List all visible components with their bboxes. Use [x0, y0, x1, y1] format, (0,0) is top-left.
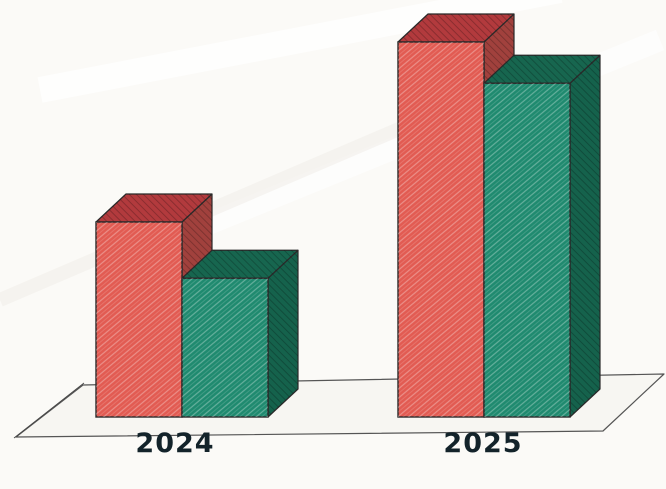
category-label-2024: 2024 — [135, 428, 215, 459]
bar-top-hatch — [398, 14, 514, 42]
bar-top-hatch — [182, 250, 298, 279]
bar-front-hatch — [484, 83, 570, 417]
bars-group — [95, 13, 601, 418]
bar-front-hatch — [96, 222, 182, 417]
bar-front-hatch — [398, 42, 484, 417]
bar-side-hatch — [268, 250, 298, 417]
bar-front-hatch — [182, 278, 268, 417]
bar-2025-series-2 — [483, 54, 601, 418]
bar-2024-series-2 — [181, 249, 299, 418]
bar-top-hatch — [96, 194, 212, 222]
bar-top-hatch — [484, 55, 600, 84]
bar-side-hatch — [570, 55, 600, 417]
category-label-2025: 2025 — [443, 428, 523, 459]
